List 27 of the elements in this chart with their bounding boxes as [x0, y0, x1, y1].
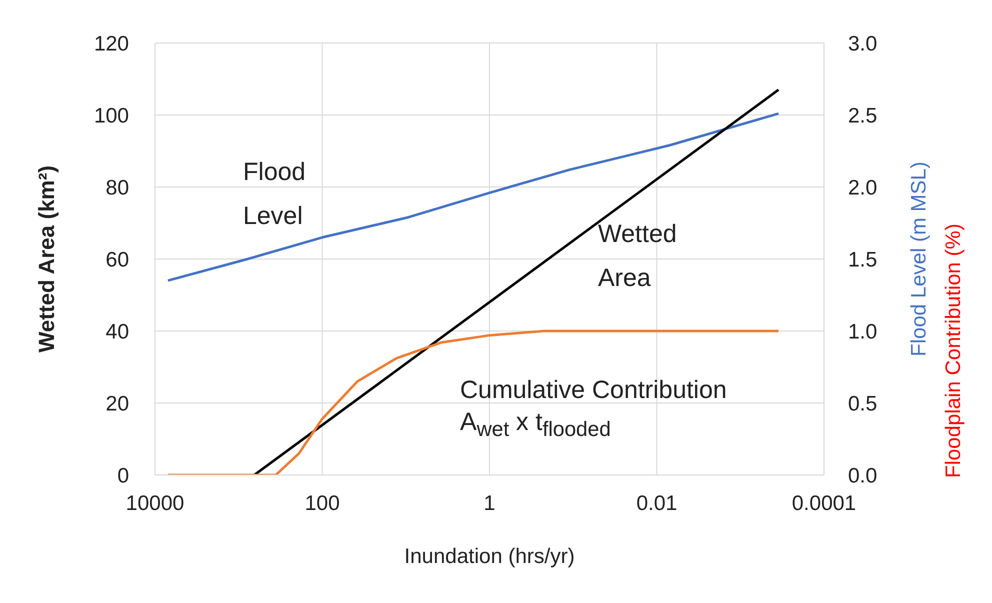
x-tick-label: 0.01: [636, 492, 678, 515]
y2-tick-label: 2.5: [848, 104, 878, 128]
y2-tick-label: 2.0: [848, 176, 878, 200]
y2-tick-label: 1.0: [848, 320, 878, 344]
y-tick-label: 20: [106, 392, 129, 416]
y-tick-label: 40: [106, 320, 129, 344]
x-tick-label: 100: [304, 492, 340, 515]
y-tick-label: 80: [106, 176, 129, 200]
y-tick-label: 100: [94, 104, 129, 128]
y2-tick-label: 0.5: [848, 392, 878, 416]
y2-tick-label: 0.0: [848, 464, 878, 488]
x-tick-label: 0.0001: [792, 492, 856, 515]
y2-axis-title: Flood Level (m MSL): [907, 162, 930, 356]
series-label: Cumulative Contribution: [460, 376, 727, 404]
series-label: Wetted Area: [598, 219, 678, 294]
y2-tick-label: 3.0: [848, 32, 878, 56]
x-axis-title: Inundation (hrs/yr): [404, 545, 575, 568]
y-tick-label: 0: [117, 464, 129, 488]
x-tick-label: 1: [484, 492, 496, 515]
y-axis-title: Wetted Area (km²): [34, 165, 59, 353]
annotation: A$_{wet}$ x t$_{flooded}$: [460, 408, 611, 442]
text: Floodplain Contribution (%): [942, 224, 966, 478]
y-tick-label: 120: [94, 32, 129, 56]
series-label: Flood Level: [243, 157, 307, 232]
y2-tick-label: 1.5: [848, 248, 878, 272]
y-tick-label: 60: [106, 248, 129, 272]
x-tick-label: 10000: [126, 492, 184, 515]
